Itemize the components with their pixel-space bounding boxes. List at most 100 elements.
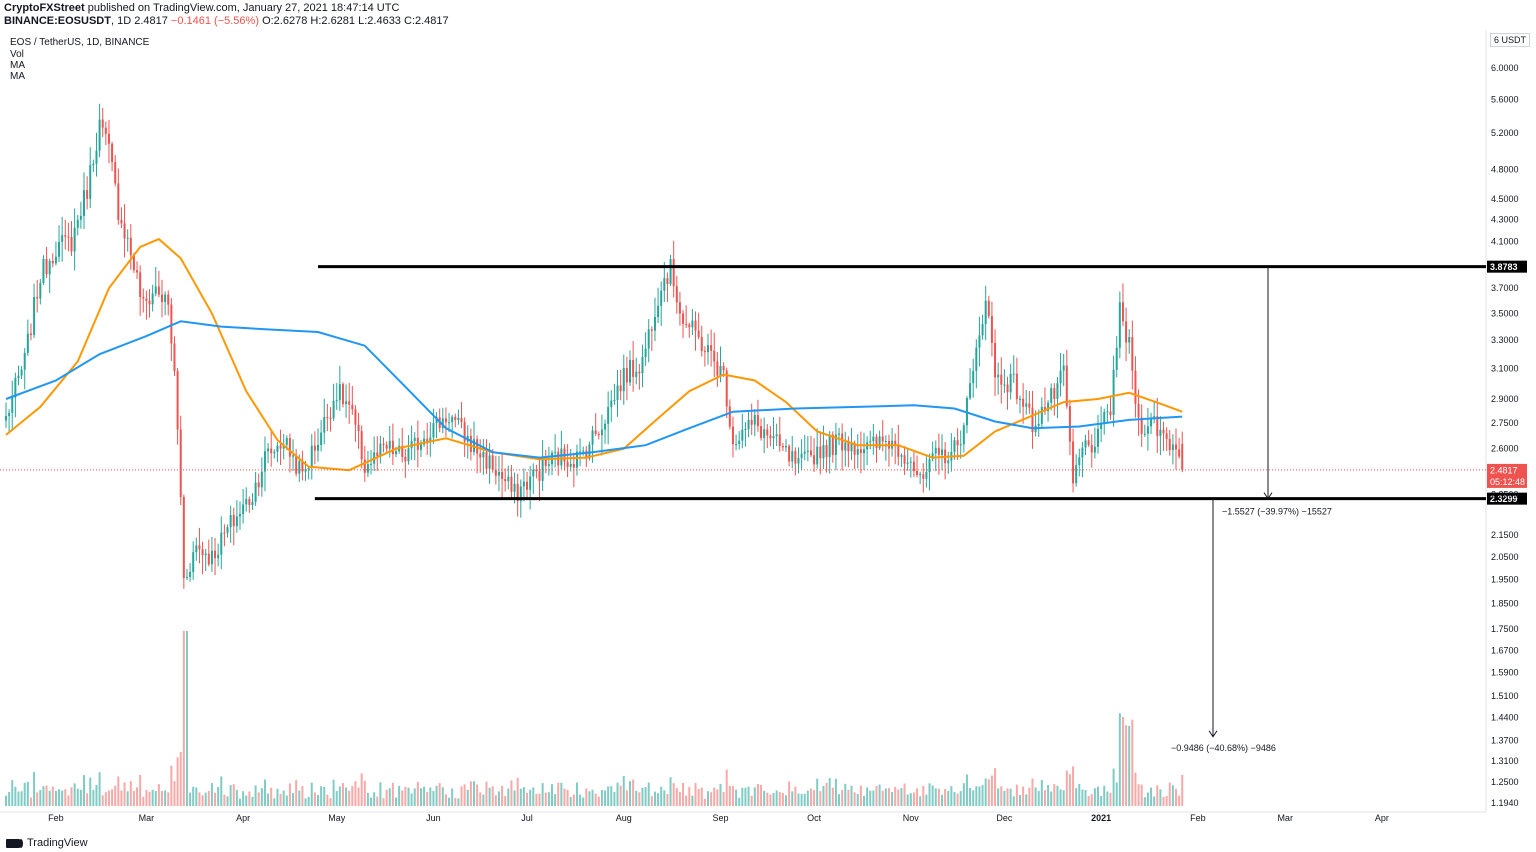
- volume-bar: [1075, 788, 1078, 806]
- candle-body: [92, 163, 95, 166]
- candle-body: [189, 572, 192, 578]
- volume-bar: [292, 793, 295, 806]
- candle-body: [182, 497, 185, 579]
- candle-body: [33, 297, 36, 336]
- volume-bar: [45, 785, 48, 806]
- candle-body: [625, 368, 628, 383]
- candle-body: [916, 471, 919, 476]
- candle-body: [1081, 447, 1084, 458]
- publisher-name[interactable]: CryptoFXStreet: [4, 2, 85, 14]
- tradingview-logo-icon: [6, 838, 23, 848]
- ma-line-2[interactable]: [5, 320, 1183, 459]
- volume-bar: [1003, 790, 1006, 806]
- volume-bar: [444, 794, 447, 806]
- candle-body: [1165, 433, 1168, 439]
- volume-bar: [245, 795, 248, 806]
- x-tick-label: Jun: [426, 813, 441, 823]
- volume-bar: [1162, 797, 1165, 806]
- candle-body: [526, 481, 529, 490]
- volume-bar: [947, 791, 950, 806]
- ma-line-1[interactable]: [5, 237, 1183, 472]
- volume-bar: [1015, 784, 1018, 806]
- volume-bar: [260, 788, 263, 806]
- candle-body: [126, 237, 129, 239]
- price-axis[interactable]: 6.0000 5.6000 5.2000 4.8000 4.5000 4.3000 4.10…: [1491, 63, 1519, 808]
- volume-bar: [809, 788, 812, 806]
- candle-body: [666, 278, 669, 285]
- series-title[interactable]: EOS / TetherUS, 1D, BINANCE: [10, 37, 150, 48]
- candle-body: [872, 436, 875, 442]
- volume-bar: [566, 789, 569, 806]
- volume-bar: [919, 796, 922, 806]
- volume-bar: [235, 789, 238, 806]
- level-price-tag: [1487, 492, 1527, 505]
- volume-bar: [931, 785, 934, 806]
- level-price-label: 2.3299: [1490, 494, 1518, 504]
- candle-body: [301, 461, 304, 472]
- volume-bar: [73, 783, 76, 806]
- candle-body: [641, 357, 644, 374]
- candle-body: [682, 313, 685, 324]
- volume-bar: [869, 790, 872, 806]
- close-value: C:2.4817: [404, 15, 449, 27]
- volume-bar: [707, 791, 709, 806]
- horizontal-levels[interactable]: 3.8783 2.3299: [314, 260, 1527, 505]
- volume-bar: [747, 786, 750, 806]
- candle-body: [151, 293, 154, 305]
- volume-bar: [267, 793, 270, 806]
- candle-body: [987, 300, 990, 317]
- volume-bar: [1134, 772, 1137, 806]
- candle-body: [54, 256, 57, 264]
- volume-bar: [86, 793, 89, 806]
- vol-indicator-label[interactable]: Vol: [10, 49, 24, 60]
- candle-body: [114, 162, 117, 184]
- volume-bar: [173, 781, 176, 806]
- candle-body: [834, 434, 837, 455]
- currency-unit-label[interactable]: 6 USDT: [1490, 33, 1531, 47]
- candle-body: [142, 297, 145, 299]
- candle-body: [326, 416, 329, 419]
- volume-bar: [398, 785, 401, 806]
- volume-bar: [551, 784, 553, 806]
- y-tick-label: 2.6000: [1491, 444, 1519, 454]
- volume-bar: [660, 786, 663, 806]
- candle-body: [778, 434, 781, 446]
- candle-body: [856, 449, 859, 455]
- ma2-indicator-label[interactable]: MA: [10, 71, 25, 82]
- ma1-indicator-label[interactable]: MA: [10, 60, 25, 71]
- volume-bar: [844, 783, 847, 806]
- candle-body: [497, 471, 500, 476]
- volume-bar: [532, 787, 535, 806]
- y-tick-label: 5.6000: [1491, 94, 1519, 104]
- volume-bar: [1006, 788, 1009, 806]
- candle-body: [1062, 365, 1065, 371]
- volume-bar: [335, 791, 338, 806]
- measure-annotations[interactable]: −1.5527 (−39.97%) −15527 −0.9486 (−40.68%…: [1171, 266, 1332, 753]
- volume-bar: [1056, 785, 1059, 806]
- candle-body: [1075, 465, 1078, 484]
- candle-body: [582, 450, 585, 452]
- volume-bar: [1100, 796, 1103, 806]
- volume-bar: [557, 782, 560, 806]
- last-value: 2.4817: [134, 15, 168, 27]
- candle-body: [859, 449, 862, 454]
- volume-bar: [925, 794, 928, 806]
- candle-body: [1053, 388, 1056, 399]
- candle-body: [713, 350, 716, 362]
- candle-body: [270, 448, 273, 454]
- volume-bar: [466, 789, 469, 806]
- time-axis[interactable]: Feb Mar Apr May Jun Jul Aug Sep Oct Nov Dec 2021 Feb…: [48, 813, 1389, 823]
- volume-bar: [965, 774, 968, 806]
- volume-bar: [17, 791, 20, 806]
- candle-body: [653, 317, 656, 331]
- candle-body: [79, 215, 82, 220]
- volume-bar: [1037, 791, 1040, 806]
- candle-body: [750, 419, 753, 425]
- y-tick-label: 2.0500: [1491, 552, 1519, 562]
- volume-bar: [301, 786, 304, 806]
- candle-body: [485, 452, 488, 469]
- volume-bar: [167, 792, 170, 806]
- candle-body: [919, 474, 922, 476]
- level-price-label: 3.8783: [1490, 262, 1518, 272]
